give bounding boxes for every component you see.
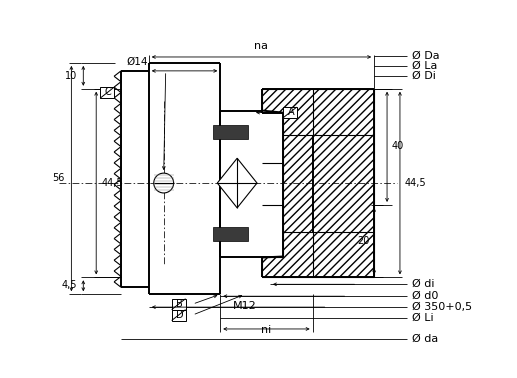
Polygon shape	[121, 71, 149, 287]
Text: Ø14: Ø14	[126, 57, 148, 67]
Text: Ø Li: Ø Li	[412, 313, 433, 323]
Polygon shape	[217, 158, 257, 208]
Text: D: D	[176, 310, 184, 319]
Text: C: C	[105, 87, 112, 97]
Text: Ø Di: Ø Di	[412, 71, 436, 81]
Text: Ø da: Ø da	[412, 334, 438, 344]
Text: 4,5: 4,5	[62, 280, 78, 290]
Text: na: na	[254, 41, 268, 51]
Text: Ø d0: Ø d0	[412, 291, 438, 301]
Text: Ø La: Ø La	[412, 61, 437, 71]
Text: 20: 20	[357, 235, 369, 246]
Text: ni: ni	[261, 325, 271, 335]
Text: Ø Da: Ø Da	[412, 51, 439, 61]
Polygon shape	[214, 125, 248, 139]
Text: 40: 40	[392, 141, 404, 151]
Circle shape	[154, 173, 174, 193]
Text: Ø 350+0,5: Ø 350+0,5	[412, 302, 472, 312]
Bar	[172, 299, 186, 310]
Text: Ø di: Ø di	[412, 279, 434, 289]
Text: A: A	[287, 107, 294, 117]
Polygon shape	[149, 63, 220, 294]
Polygon shape	[220, 111, 283, 257]
Polygon shape	[262, 89, 374, 277]
Bar	[100, 87, 114, 98]
Text: 44,5: 44,5	[405, 178, 427, 188]
Bar	[283, 107, 297, 118]
Text: B: B	[176, 299, 183, 309]
Polygon shape	[214, 227, 248, 241]
Bar	[172, 310, 186, 321]
Text: 56: 56	[52, 173, 65, 183]
Text: M12: M12	[233, 301, 257, 311]
Text: 44,5: 44,5	[101, 178, 123, 188]
Text: 10: 10	[65, 71, 78, 81]
